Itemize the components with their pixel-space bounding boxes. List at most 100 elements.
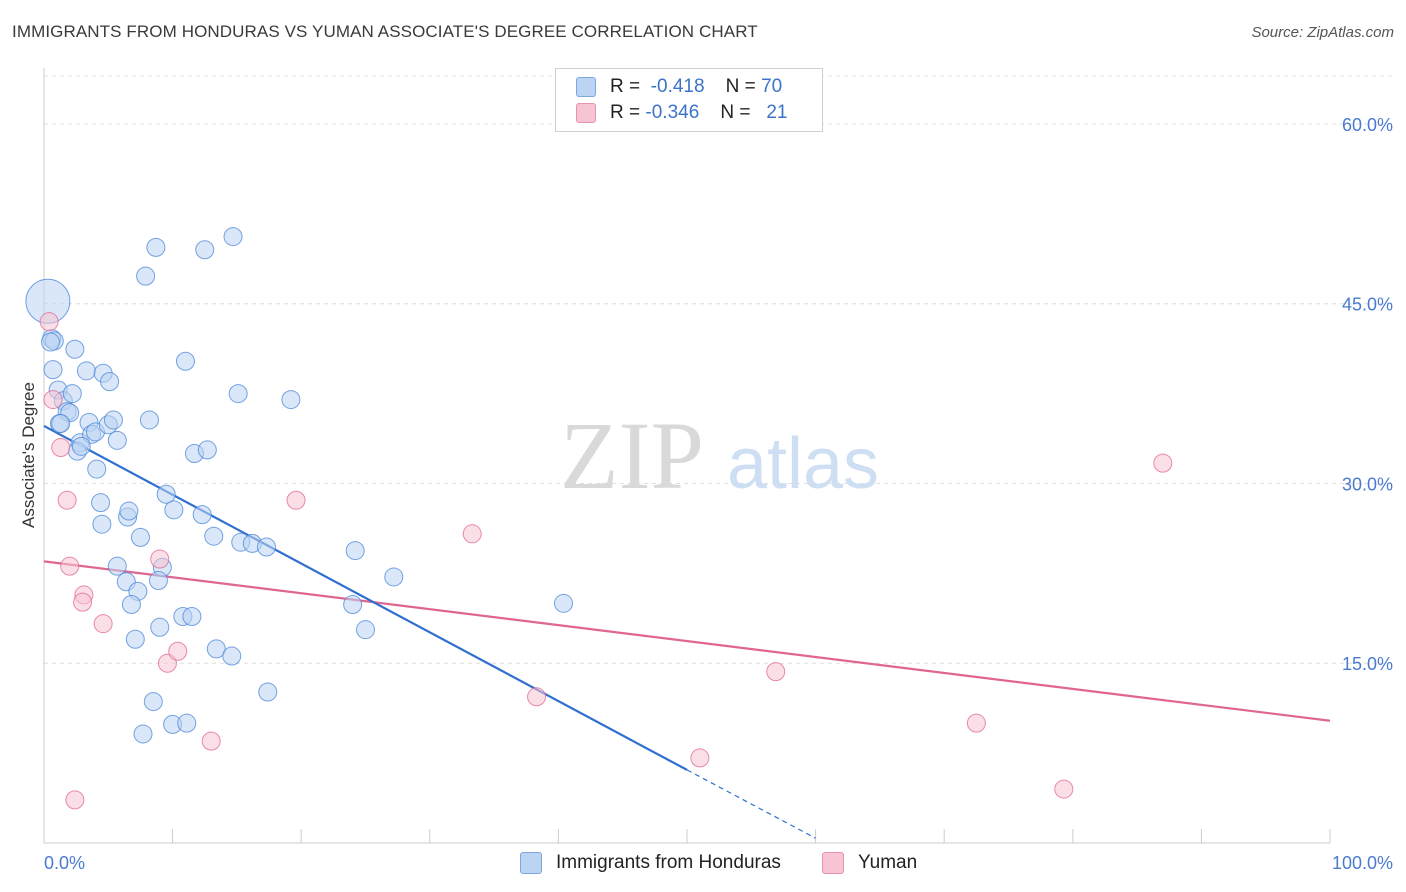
point-honduras — [103, 410, 123, 430]
legend-r-label: R = — [610, 102, 641, 123]
y-tick-label: 60.0% — [1342, 115, 1393, 135]
legend-row-honduras: R = -0.418 N = 70 — [576, 75, 782, 99]
point-yuman — [1054, 779, 1074, 799]
point-honduras — [146, 237, 166, 257]
legend-n-label: N = — [725, 76, 756, 97]
point-honduras — [204, 526, 224, 546]
point-honduras — [65, 339, 85, 359]
point-yuman — [966, 713, 986, 733]
legend-n-value: 70 — [761, 76, 783, 97]
point-honduras — [223, 227, 243, 247]
x-tick-label: 0.0% — [44, 853, 85, 873]
point-yuman — [73, 592, 93, 612]
point-honduras — [100, 372, 120, 392]
watermark: ZIP atlas — [560, 402, 879, 509]
point-honduras — [91, 493, 111, 513]
point-yuman — [43, 390, 63, 410]
point-honduras — [143, 692, 163, 712]
point-yuman — [65, 790, 85, 810]
point-honduras — [175, 351, 195, 371]
chart-title: IMMIGRANTS FROM HONDURAS VS YUMAN ASSOCI… — [12, 22, 758, 41]
point-honduras — [139, 410, 159, 430]
legend-row-yuman: R = -0.346 N = 21 — [576, 101, 787, 125]
point-yuman — [201, 731, 221, 751]
trend-lines — [43, 424, 1331, 839]
point-honduras — [51, 414, 71, 434]
axes — [43, 68, 1331, 844]
point-honduras — [62, 384, 82, 404]
legend-r-value: -0.418 — [650, 76, 705, 97]
series-swatch-honduras — [520, 852, 542, 874]
point-yuman — [168, 641, 188, 661]
point-yuman — [60, 556, 80, 576]
legend-swatch-honduras — [576, 77, 596, 97]
series-legend-honduras: Immigrants from Honduras — [520, 852, 781, 874]
data-points — [25, 227, 1173, 810]
point-honduras — [258, 682, 278, 702]
point-honduras — [150, 617, 170, 637]
point-yuman — [286, 490, 306, 510]
point-yuman — [766, 662, 786, 682]
point-honduras — [222, 646, 242, 666]
y-tick-label: 15.0% — [1342, 654, 1393, 674]
point-honduras — [76, 361, 96, 381]
point-honduras — [177, 713, 197, 733]
series-legend-yuman: Yuman — [822, 852, 917, 874]
point-yuman — [57, 490, 77, 510]
y-axis-title: Associate's Degree — [19, 382, 38, 528]
point-honduras — [384, 567, 404, 587]
point-honduras — [192, 505, 212, 525]
watermark-atlas: atlas — [727, 424, 879, 504]
point-honduras — [197, 440, 217, 460]
point-yuman — [150, 549, 170, 569]
y-tick-label: 45.0% — [1342, 295, 1393, 315]
point-honduras — [125, 629, 145, 649]
series-label-honduras: Immigrants from Honduras — [556, 852, 781, 873]
point-honduras — [281, 390, 301, 410]
point-yuman — [462, 524, 482, 544]
point-honduras — [92, 514, 112, 534]
axis-labels: 15.0% 30.0% 45.0% 60.0% 0.0% 100.0% Associate'… — [19, 115, 1393, 873]
point-honduras — [130, 527, 150, 547]
point-honduras — [343, 595, 363, 615]
point-honduras — [206, 639, 226, 659]
x-tick-label: 100.0% — [1332, 853, 1393, 873]
watermark-zip: ZIP — [560, 402, 704, 509]
point-honduras — [356, 620, 375, 640]
trend-line-honduras-extension — [686, 769, 816, 839]
point-honduras — [195, 240, 215, 260]
point-honduras — [136, 266, 156, 286]
point-honduras — [121, 595, 141, 615]
point-honduras — [554, 593, 574, 613]
point-yuman — [93, 614, 113, 634]
point-honduras — [256, 537, 276, 557]
point-honduras — [228, 384, 248, 404]
series-swatch-yuman — [822, 852, 844, 874]
legend-r-value: -0.346 — [645, 102, 700, 123]
point-honduras — [182, 606, 202, 626]
point-honduras — [40, 332, 60, 352]
series-label-yuman: Yuman — [858, 852, 918, 873]
point-honduras — [133, 724, 153, 744]
legend-n-value: 21 — [766, 102, 788, 123]
point-honduras — [156, 484, 176, 504]
trend-line-yuman — [43, 560, 1331, 722]
point-honduras — [148, 571, 168, 591]
point-honduras — [71, 436, 91, 456]
point-honduras — [107, 430, 127, 450]
point-yuman — [39, 312, 59, 332]
trend-line-honduras — [43, 424, 688, 771]
point-yuman — [527, 687, 547, 707]
point-honduras — [87, 459, 107, 479]
point-honduras — [43, 360, 63, 380]
point-yuman — [1153, 453, 1173, 473]
point-honduras — [345, 541, 365, 561]
point-honduras — [164, 500, 184, 520]
point-honduras — [119, 501, 139, 521]
point-yuman — [690, 748, 710, 768]
point-yuman — [51, 438, 71, 458]
y-tick-label: 30.0% — [1342, 474, 1393, 494]
legend-swatch-yuman — [576, 103, 596, 123]
legend-r-label: R = — [610, 76, 641, 97]
